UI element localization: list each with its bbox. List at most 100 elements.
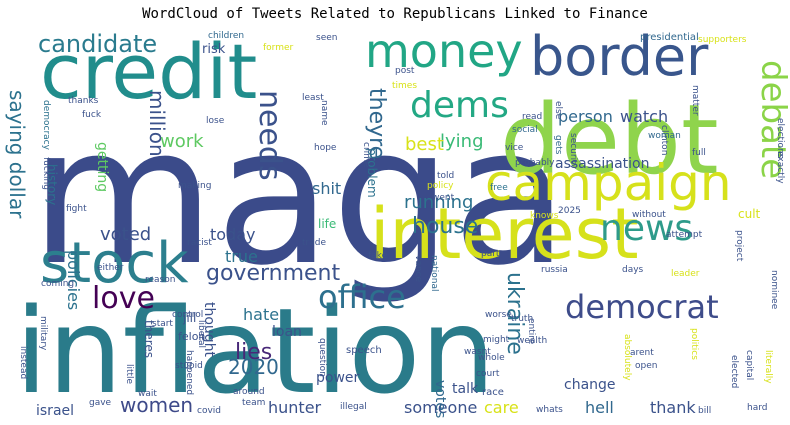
word-absolutely: absolutely	[622, 334, 632, 381]
word-covid: covid	[197, 406, 221, 416]
chart-title: WordCloud of Tweets Related to Republica…	[142, 6, 648, 22]
word-house: house	[412, 214, 478, 239]
word-went: went	[432, 193, 455, 203]
word-hunter: hunter	[268, 398, 322, 417]
word-policy: policy	[427, 181, 454, 191]
word-thought: thought	[201, 302, 217, 358]
word-loan: loan	[272, 324, 302, 340]
word-open: open	[635, 361, 657, 371]
word-race: race	[482, 387, 504, 398]
word-truth: truth	[511, 314, 533, 324]
word-speech: speech	[346, 345, 382, 356]
word-children: children	[208, 31, 244, 41]
word-power: power	[316, 370, 360, 386]
word-national: national	[429, 255, 439, 291]
word-seen: seen	[316, 33, 337, 43]
word-money: money	[365, 24, 523, 78]
word-democrat: democrat	[565, 288, 719, 326]
word-democracy: democracy	[41, 100, 51, 151]
word-question: question	[317, 338, 327, 377]
word-told: told	[437, 171, 454, 181]
word-work: work	[160, 131, 204, 152]
word-instead: instead	[18, 346, 28, 379]
word-vance: vance	[413, 255, 423, 282]
word-supporters: supporters	[698, 35, 747, 45]
word-needs: needs	[252, 90, 287, 181]
word-policies: policies	[64, 250, 83, 310]
word-nominee: nominee	[769, 270, 779, 310]
word-jill: jill	[182, 311, 196, 325]
word-reason: reason	[145, 275, 175, 285]
word-love: love	[92, 281, 155, 316]
word-attempt: attempt	[666, 230, 703, 240]
word-care: care	[484, 398, 519, 417]
word-border: border	[530, 25, 709, 88]
word-elected: elected	[729, 355, 739, 388]
word-hard: hard	[747, 403, 767, 413]
word-life: life	[318, 217, 336, 231]
word-least: least	[302, 93, 324, 103]
word-matter: matter	[690, 85, 700, 116]
word-happened: happened	[184, 350, 194, 395]
word-gets: gets	[553, 135, 563, 155]
word-watch: watch	[620, 107, 668, 126]
word-making: making	[178, 181, 211, 191]
word-military: military	[38, 316, 48, 351]
word-running: running	[404, 192, 473, 213]
word-2020: 2020	[228, 355, 279, 379]
word-debate: debate	[753, 60, 790, 179]
word-else: else	[553, 101, 563, 120]
word-probably: probably	[515, 158, 555, 168]
word-women: women	[120, 393, 193, 417]
word-arent: arent	[630, 348, 654, 358]
word-security: security	[568, 133, 578, 170]
word-crime: crime	[361, 142, 371, 168]
word-stupid: stupid	[175, 361, 203, 371]
word-campaign: campaign	[485, 154, 732, 212]
word-government: government	[206, 261, 340, 286]
word-saying-dollar: saying dollar	[5, 90, 29, 219]
word-felon: felon	[178, 330, 205, 343]
word-hell: hell	[585, 398, 614, 417]
word-person: person	[558, 107, 613, 126]
word-russia: russia	[541, 265, 568, 275]
word-former: former	[263, 43, 294, 53]
word-liberal: liberal	[196, 320, 206, 348]
word-either: either	[97, 263, 124, 273]
word-social: social	[512, 125, 538, 135]
word-bill: bill	[698, 406, 711, 416]
word-capital: capital	[744, 350, 754, 380]
word-best: best	[405, 134, 444, 155]
word-hate: hate	[243, 305, 279, 324]
word-theyre: theyre	[364, 88, 389, 159]
word-entire: entire	[526, 318, 536, 345]
word-gave: gave	[89, 398, 112, 408]
word-wasnt: wasnt	[464, 347, 491, 357]
word-votes: votes	[432, 380, 448, 418]
word-inflation: inflation	[15, 282, 495, 420]
word-wait: wait	[138, 389, 157, 399]
word-voted: voted	[100, 224, 151, 245]
word-elections: elections	[775, 118, 785, 159]
word-exactly: exactly	[775, 151, 785, 184]
word-woman: woman	[648, 131, 681, 141]
word-office: office	[318, 278, 406, 316]
word-vice: vice	[505, 143, 524, 153]
word-lose: lose	[206, 116, 225, 126]
word-israel: israel	[36, 403, 74, 419]
word-maga: maga	[30, 86, 569, 307]
word-worse: worse	[485, 310, 512, 320]
word-whats: whats	[536, 405, 563, 415]
word-part: part	[481, 249, 500, 259]
word-clinton: clinton	[659, 125, 669, 155]
word-court: court	[476, 369, 500, 379]
word-wealth: wealth	[517, 336, 547, 346]
word-fuck: fuck	[82, 110, 102, 120]
word-trade: trade	[302, 238, 326, 248]
word-fight: fight	[66, 204, 87, 214]
word-lies: lies	[235, 340, 272, 365]
word-name: name	[319, 100, 329, 126]
word-control: control	[172, 310, 203, 320]
word-start: start	[152, 319, 173, 329]
word-leader: leader	[671, 269, 700, 279]
